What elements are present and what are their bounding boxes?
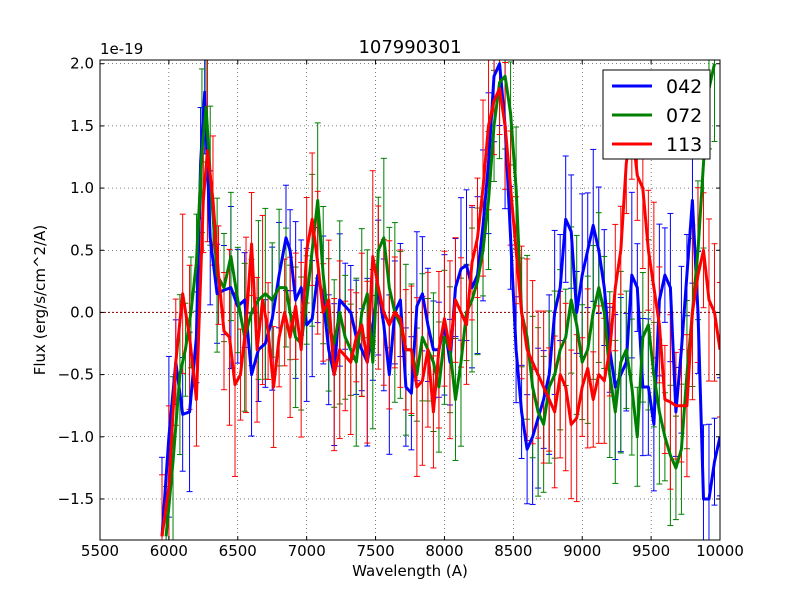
y-tick-label: −1.5 bbox=[58, 490, 94, 508]
chart-title: 107990301 bbox=[358, 37, 461, 58]
x-tick-label: 5500 bbox=[81, 542, 119, 560]
y-tick-label: −0.5 bbox=[58, 366, 94, 384]
x-tick-label: 9500 bbox=[632, 542, 670, 560]
y-tick-label: 0.5 bbox=[70, 241, 94, 259]
x-tick-label: 6000 bbox=[150, 542, 188, 560]
tick-layer: 5500 6000 6500 7000 7500 8000 8500 9000 9500 1000… bbox=[58, 55, 744, 560]
y-tick-label: 0.0 bbox=[70, 303, 94, 321]
y-tick-label: 2.0 bbox=[70, 55, 94, 73]
y-tick-label: 1.5 bbox=[70, 117, 94, 135]
legend: 042 072 113 bbox=[602, 69, 711, 160]
x-axis-label: Wavelength (A) bbox=[352, 562, 468, 580]
y-axis-label: Flux (erg/s/cm^2/A) bbox=[31, 225, 49, 376]
y-tick-label: −1.0 bbox=[58, 428, 94, 446]
x-tick-label: 6500 bbox=[219, 542, 257, 560]
y-tick-label: 1.0 bbox=[70, 179, 94, 197]
data-layer bbox=[100, 60, 720, 540]
x-tick-label: 9000 bbox=[563, 542, 601, 560]
legend-label-042: 042 bbox=[666, 76, 702, 98]
x-tick-label: 7000 bbox=[288, 542, 326, 560]
legend-label-072: 072 bbox=[666, 105, 702, 127]
plot-frame bbox=[99, 59, 721, 541]
x-tick-label: 8000 bbox=[425, 542, 463, 560]
x-tick-label: 7500 bbox=[356, 542, 394, 560]
x-tick-label: 10000 bbox=[696, 542, 744, 560]
legend-label-113: 113 bbox=[666, 134, 702, 156]
y-offset-label: 1e-19 bbox=[100, 40, 143, 58]
x-tick-label: 8500 bbox=[494, 542, 532, 560]
series-line-072 bbox=[164, 63, 716, 537]
